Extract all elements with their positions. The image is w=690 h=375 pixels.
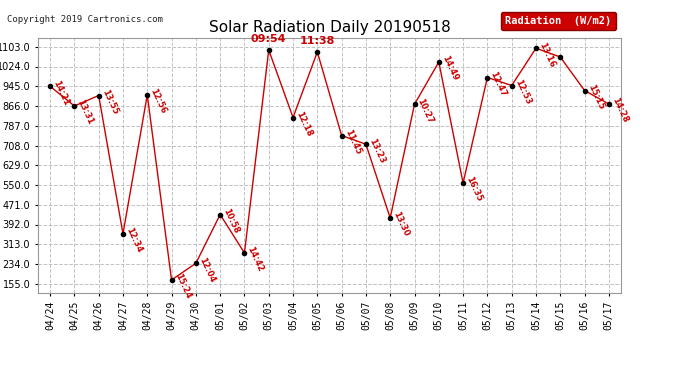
Text: 12:53: 12:53	[513, 78, 533, 106]
Text: 14:49: 14:49	[440, 54, 460, 82]
Legend: Radiation  (W/m2): Radiation (W/m2)	[501, 12, 615, 30]
Text: 12:04: 12:04	[197, 256, 217, 284]
Text: 15:24: 15:24	[172, 273, 193, 301]
Text: 13:23: 13:23	[367, 137, 386, 165]
Text: 13:31: 13:31	[76, 99, 95, 126]
Text: Copyright 2019 Cartronics.com: Copyright 2019 Cartronics.com	[7, 15, 163, 24]
Text: 14:21: 14:21	[51, 79, 71, 107]
Text: 11:45: 11:45	[343, 128, 362, 156]
Text: 12:56: 12:56	[148, 87, 168, 116]
Text: 12:47: 12:47	[489, 70, 508, 98]
Text: 09:54: 09:54	[251, 34, 286, 44]
Text: 11:38: 11:38	[299, 36, 335, 46]
Text: 14:28: 14:28	[610, 96, 629, 124]
Text: 13:55: 13:55	[100, 88, 119, 116]
Text: 15:15: 15:15	[586, 83, 605, 111]
Text: 14:42: 14:42	[246, 246, 265, 274]
Text: 13:30: 13:30	[391, 210, 411, 238]
Text: 10:27: 10:27	[415, 97, 435, 124]
Title: Solar Radiation Daily 20190518: Solar Radiation Daily 20190518	[208, 20, 451, 35]
Text: 16:35: 16:35	[464, 176, 484, 204]
Text: 10:58: 10:58	[221, 207, 241, 235]
Text: 12:34: 12:34	[124, 226, 144, 254]
Text: 12:18: 12:18	[294, 110, 314, 138]
Text: 13:16: 13:16	[538, 41, 557, 69]
